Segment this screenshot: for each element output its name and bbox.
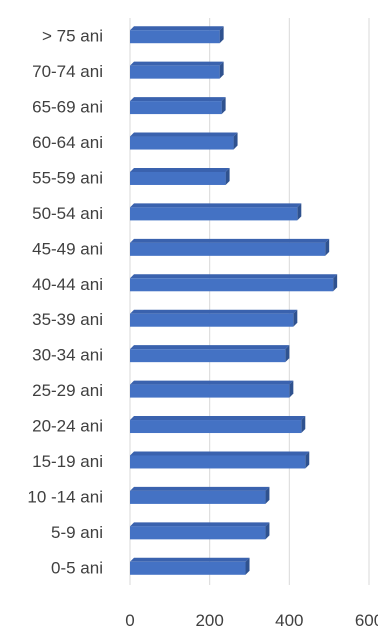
bar-side-face [289,380,294,398]
bar-front-face [130,526,266,540]
bar-front-face [130,349,286,363]
bar-side-face [265,522,270,540]
bar-top-face [130,167,230,172]
bar-front-face [130,242,326,256]
bar-top-face [130,380,294,385]
bar-top-face [130,238,330,243]
x-axis-tick-labels: 0 200 400 600 [125,611,378,628]
bar-front-face [130,171,226,185]
bar-10-14-ani [130,486,270,504]
bar-top-face [130,274,338,279]
bar-30-34-ani [130,345,290,363]
bar-top-face [130,451,310,456]
x-tick-label: 600 [355,611,378,628]
bar-5-9-ani [130,522,270,540]
bar-side-face [297,203,302,221]
bar-side-face [325,238,330,256]
bar-55-59-ani [130,167,230,185]
bar-side-face [301,416,306,434]
bar-side-face [285,345,290,363]
category-label: 55-59 ani [32,168,103,187]
category-label: 20-24 ani [32,417,103,436]
bar-40-44-ani [130,274,338,292]
bar-front-face [130,101,222,115]
bar-45-49-ani [130,238,330,256]
category-label: 15-19 ani [32,452,103,471]
bar-top-face [130,26,224,31]
category-label: 65-69 ani [32,98,103,117]
bar-side-face [233,132,238,150]
bar-20-24-ani [130,416,306,434]
category-label: 50-54 ani [32,204,103,223]
bar-front-face [130,490,266,504]
bar-top-face [130,97,226,102]
bar-top-face [130,486,270,491]
bar-side-face [265,486,270,504]
category-label: 45-49 ani [32,239,103,258]
x-tick-label: 0 [125,611,134,628]
bar-75-ani [130,26,224,44]
bar-70-74-ani [130,61,224,79]
bar-0-5-ani [130,557,250,575]
category-label: 30-34 ani [32,346,103,365]
bar-top-face [130,522,270,527]
bar-60-64-ani [130,132,238,150]
bar-side-face [225,167,230,185]
bar-top-face [130,345,290,350]
bar-front-face [130,384,290,398]
bar-side-face [305,451,310,469]
category-label: 5-9 ani [51,523,103,542]
bar-25-29-ani [130,380,294,398]
bar-top-face [130,557,250,562]
bar-side-face [221,97,226,115]
bar-top-face [130,132,238,137]
bar-15-19-ani [130,451,310,469]
category-label: 70-74 ani [32,62,103,81]
bar-side-face [219,61,224,79]
category-labels: 0-5 ani 5-9 ani 10 -14 ani 15-19 ani 20-24 a… [27,27,103,578]
bar-front-face [130,313,294,327]
category-label: > 75 ani [42,27,103,46]
bar-top-face [130,61,224,66]
bar-top-face [130,309,298,314]
bar-front-face [130,207,298,221]
bar-top-face [130,416,306,421]
x-tick-label: 200 [195,611,223,628]
category-label: 0-5 ani [51,558,103,577]
category-label: 60-64 ani [32,133,103,152]
bar-side-face [333,274,338,292]
bar-front-face [130,136,234,150]
bar-65-69-ani [130,97,226,115]
category-label: 25-29 ani [32,381,103,400]
bar-front-face [130,420,302,434]
bar-front-face [130,278,334,292]
bar-layer [130,26,338,575]
bar-side-face [219,26,224,44]
bar-side-face [245,557,250,575]
x-tick-label: 400 [275,611,303,628]
bar-35-39-ani [130,309,298,327]
bar-front-face [130,455,306,469]
bar-side-face [293,309,298,327]
bar-front-face [130,65,220,79]
bar-top-face [130,203,302,208]
bar-front-face [130,30,220,44]
category-label: 35-39 ani [32,310,103,329]
category-label: 10 -14 ani [27,487,103,506]
bar-50-54-ani [130,203,302,221]
category-label: 40-44 ani [32,275,103,294]
bar-front-face [130,561,246,575]
